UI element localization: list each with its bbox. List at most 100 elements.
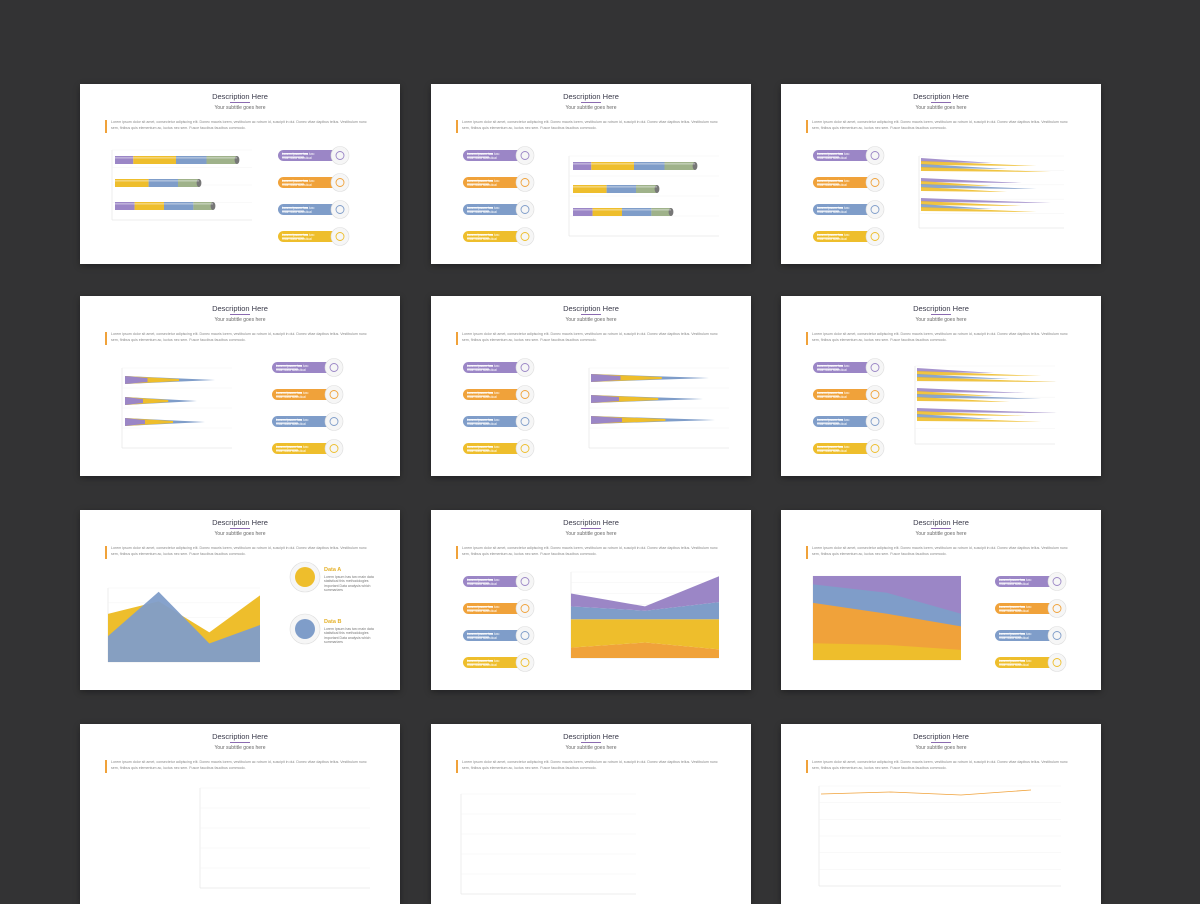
bar-chart-icon [520, 390, 530, 399]
title-underline [581, 528, 601, 529]
title-underline [230, 742, 250, 743]
legend-pill [463, 599, 535, 618]
accent-bar [456, 546, 458, 559]
legend-pill-label: Lorem Ipsum has two main data statistical [999, 632, 1032, 640]
cylinder-bar [115, 156, 240, 164]
accent-bar [105, 546, 107, 559]
stacked-area-layer [571, 602, 719, 620]
legend-pill [272, 412, 344, 431]
cone-spike [917, 377, 1057, 382]
data-item-desc: Lorem Ipsum has two main data statistica… [324, 627, 374, 645]
cone-spike [921, 201, 1022, 206]
slide-thumbnail[interactable]: Description Here Your subtitle goes here L… [781, 296, 1101, 476]
accent-bar [105, 120, 107, 133]
slide-chart [463, 358, 729, 458]
chart-axes [121, 367, 232, 449]
globe-icon [520, 577, 530, 586]
slide-title: Description Here [913, 92, 969, 101]
legend-pill-label: Lorem Ipsum has two main data statistical [467, 206, 500, 214]
megaphone-icon [329, 417, 339, 426]
legend-pill-label: Lorem Ipsum has two main data statistical [467, 364, 500, 372]
slide-subtitle: Your subtitle goes here [214, 317, 266, 323]
legend-pill-label: Lorem Ipsum has two main data statistical [467, 445, 500, 453]
legend-pill-label: Lorem Ipsum has two main data statistical [999, 605, 1032, 613]
legend-pill-label: Lorem Ipsum has two main data statistical [817, 445, 850, 453]
legend-pill-label: Lorem Ipsum has two main data statistical [817, 206, 850, 214]
cone-spike [921, 187, 1008, 192]
legend-pill [995, 653, 1067, 672]
megaphone-icon [520, 631, 530, 640]
slide-chart [463, 571, 719, 672]
legend-pill-label: Lorem Ipsum has two main data statistical [817, 391, 850, 399]
slide-thumbnail[interactable]: Description Here Your subtitle goes here L… [781, 84, 1101, 264]
legend-pill [463, 412, 535, 431]
legend-pill [463, 200, 535, 219]
list-icon [1052, 658, 1062, 667]
chart-axes [818, 785, 1061, 887]
accent-bar [806, 760, 808, 773]
chart-axes [588, 367, 729, 449]
cone-spike [921, 158, 993, 163]
cone-spike [921, 178, 1022, 183]
slide-subtitle: Your subtitle goes here [214, 745, 266, 751]
slide-title: Description Here [212, 304, 268, 313]
legend-pill [463, 227, 535, 246]
slide-title: Description Here [913, 518, 969, 527]
cone-bar [125, 397, 197, 405]
body-text: Lorem ipsum dolor sit amet, consectetur … [462, 760, 718, 770]
slide-chart [463, 146, 719, 246]
legend-pill-label: Lorem Ipsum has two main data statistical [817, 152, 850, 160]
body-text: Lorem ipsum dolor sit amet, consectetur … [462, 120, 718, 130]
legend-pill [463, 146, 535, 165]
cone-spike [917, 408, 1057, 413]
legend-pill-label: Lorem Ipsum has two main data statistical [817, 418, 850, 426]
slide-thumbnail[interactable]: Description Here Your subtitle goes here L… [431, 724, 751, 904]
cone-spike [921, 204, 993, 209]
slide-chart [121, 358, 344, 458]
line-series [820, 789, 1032, 796]
legend-pill [463, 572, 535, 591]
slide-thumbnail[interactable]: Description Here Your subtitle goes here L… [80, 84, 400, 264]
legend-pill [813, 412, 885, 431]
legend-pill [813, 146, 885, 165]
slide-thumbnail[interactable]: Description Here Your subtitle goes here L… [80, 296, 400, 476]
title-underline [581, 102, 601, 103]
legend-pill-label: Lorem Ipsum has two main data statistical [276, 364, 309, 372]
list-icon [329, 444, 339, 453]
slide-thumbnail[interactable]: Description Here Your subtitle goes here L… [80, 724, 400, 904]
cone-bar [591, 374, 709, 382]
cone-spike [917, 417, 1042, 422]
body-text: Lorem ipsum dolor sit amet, consectetur … [111, 332, 367, 342]
slide-thumbnail[interactable]: Description Here Your subtitle goes here L… [781, 724, 1101, 904]
cone-spike [917, 411, 1026, 416]
chart-up-icon [295, 567, 315, 587]
legend-pill [813, 200, 885, 219]
cone-spike [917, 394, 1042, 399]
megaphone-icon [870, 417, 880, 426]
bar-chart-icon [335, 178, 345, 187]
body-text: Lorem ipsum dolor sit amet, consectetur … [111, 546, 367, 556]
legend-pill-label: Lorem Ipsum has two main data statistical [276, 445, 309, 453]
slide-subtitle: Your subtitle goes here [915, 531, 967, 537]
legend-pill [272, 385, 344, 404]
slide-thumbnail[interactable]: Description Here Your subtitle goes here L… [431, 84, 751, 264]
slide-subtitle: Your subtitle goes here [915, 745, 967, 751]
slide-title: Description Here [212, 518, 268, 527]
cone-spike [917, 414, 994, 419]
megaphone-icon [520, 417, 530, 426]
slide-thumbnail[interactable]: Description Here Your subtitle goes here L… [431, 296, 751, 476]
cone-spike [917, 388, 1026, 393]
slide-thumbnail[interactable]: Description Here Your subtitle goes here L… [80, 510, 400, 690]
list-icon [520, 444, 530, 453]
legend-pill [463, 439, 535, 458]
slide-thumbnail[interactable]: Description Here Your subtitle goes here L… [431, 510, 751, 690]
slide-subtitle: Your subtitle goes here [565, 317, 617, 323]
legend-pill [463, 358, 535, 377]
legend-pill [278, 146, 350, 165]
slide-subtitle: Your subtitle goes here [214, 105, 266, 111]
legend-pill-label: Lorem Ipsum has two main data statistical [467, 632, 500, 640]
slide-thumbnail[interactable]: Description Here Your subtitle goes here L… [781, 510, 1101, 690]
list-icon [870, 444, 880, 453]
cone-spike [917, 368, 994, 373]
slide-title: Description Here [563, 92, 619, 101]
